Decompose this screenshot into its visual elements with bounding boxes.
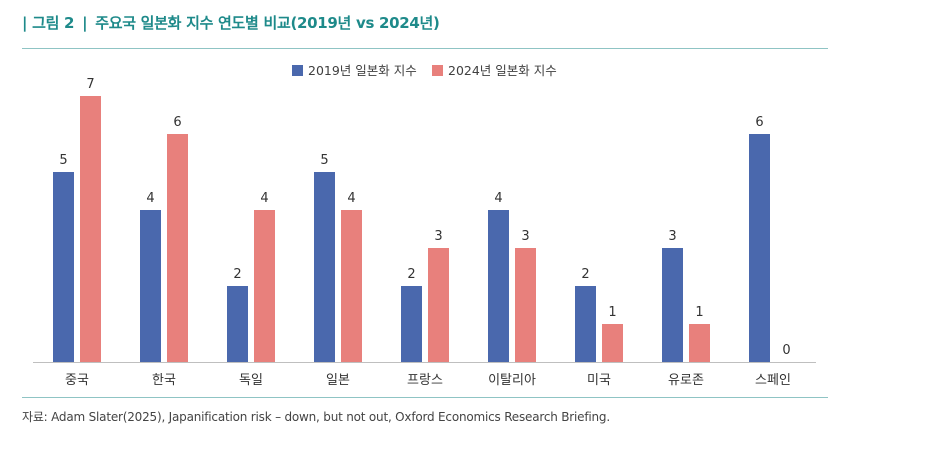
category-label-9: 스페인 — [755, 373, 791, 388]
top-divider — [22, 48, 828, 49]
value-label-series2-3: 4 — [260, 191, 268, 206]
source-note: 자료: Adam Slater(2025), Japanification ri… — [22, 410, 610, 424]
category-label-8: 유로존 — [668, 373, 704, 388]
chart-title: 주요국 일본화 지수 연도별 비교(2019년 vs 2024년) — [95, 14, 440, 32]
chart-value-labels: 5 7 4 6 2 4 5 4 2 3 4 3 2 1 3 1 6 0 — [59, 77, 790, 358]
category-label-3: 독일 — [239, 373, 263, 388]
legend-label-2: 2024년 일본화 지수 — [448, 63, 557, 78]
bar-series1-9 — [749, 134, 770, 362]
bar-series2-8 — [689, 324, 710, 362]
figure-label-separator: | — [82, 14, 88, 32]
chart-legend: 2019년 일본화 지수 2024년 일본화 지수 — [292, 63, 557, 78]
value-label-series2-1: 7 — [86, 77, 94, 92]
x-axis-labels: 중국 한국 독일 일본 프랑스 이탈리아 미국 유로존 스페인 — [65, 373, 791, 388]
value-label-series1-2: 4 — [146, 191, 154, 206]
bar-series1-1 — [53, 172, 74, 362]
figure-label-marker: | — [22, 14, 28, 32]
figure-label: 그림 2 — [32, 14, 75, 32]
category-label-7: 미국 — [587, 373, 611, 388]
legend-label-1: 2019년 일본화 지수 — [308, 63, 417, 78]
bar-series1-7 — [575, 286, 596, 362]
category-label-5: 프랑스 — [407, 373, 443, 388]
value-label-series2-7: 1 — [608, 305, 616, 320]
value-label-series2-9: 0 — [782, 343, 790, 358]
bar-series2-2 — [167, 134, 188, 362]
value-label-series2-4: 4 — [347, 191, 355, 206]
value-label-series2-8: 1 — [695, 305, 703, 320]
category-label-6: 이탈리아 — [488, 373, 536, 388]
chart-bars — [53, 96, 770, 362]
legend-swatch-2 — [432, 65, 443, 76]
value-label-series2-2: 6 — [173, 115, 181, 130]
category-label-2: 한국 — [152, 373, 176, 388]
bar-series2-6 — [515, 248, 536, 362]
category-label-1: 중국 — [65, 373, 89, 388]
legend-swatch-1 — [292, 65, 303, 76]
figure-header: | 그림 2 | 주요국 일본화 지수 연도별 비교(2019년 vs 2024… — [22, 12, 440, 33]
bar-series1-6 — [488, 210, 509, 362]
value-label-series1-7: 2 — [581, 267, 589, 282]
value-label-series1-3: 2 — [233, 267, 241, 282]
bar-series2-5 — [428, 248, 449, 362]
value-label-series1-5: 2 — [407, 267, 415, 282]
value-label-series2-6: 3 — [521, 229, 529, 244]
category-label-4: 일본 — [326, 373, 350, 388]
bar-series1-8 — [662, 248, 683, 362]
bar-series2-1 — [80, 96, 101, 362]
value-label-series2-5: 3 — [434, 229, 442, 244]
bar-series2-3 — [254, 210, 275, 362]
bar-series1-3 — [227, 286, 248, 362]
value-label-series1-4: 5 — [320, 153, 328, 168]
value-label-series1-1: 5 — [59, 153, 67, 168]
bar-series1-5 — [401, 286, 422, 362]
value-label-series1-8: 3 — [668, 229, 676, 244]
bar-series2-7 — [602, 324, 623, 362]
bar-series1-2 — [140, 210, 161, 362]
bottom-divider — [22, 397, 828, 398]
value-label-series1-9: 6 — [755, 115, 763, 130]
value-label-series1-6: 4 — [494, 191, 502, 206]
bar-series1-4 — [314, 172, 335, 362]
bar-series2-4 — [341, 210, 362, 362]
